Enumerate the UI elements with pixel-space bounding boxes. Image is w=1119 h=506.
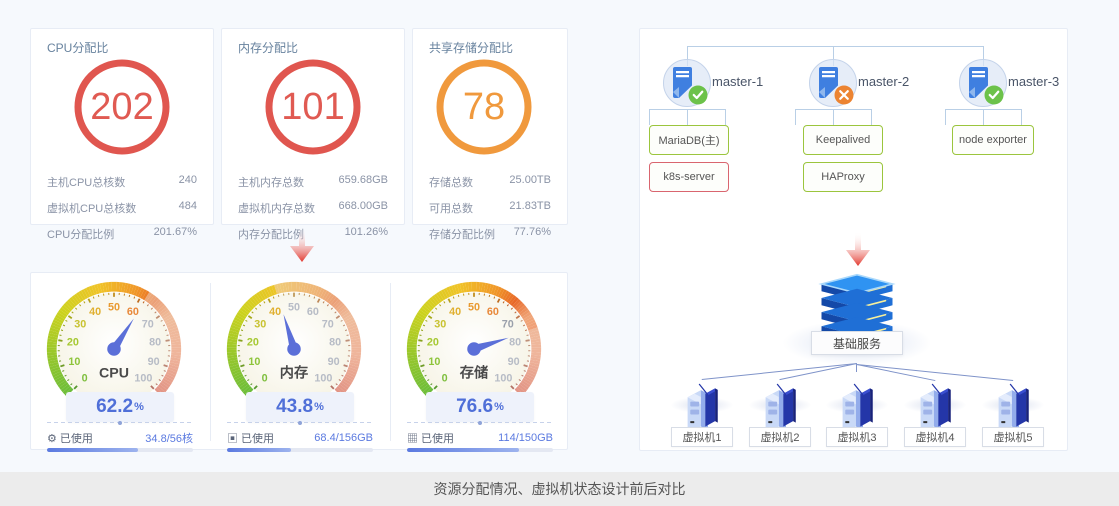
svg-text:40: 40 [449,306,461,318]
svg-text:90: 90 [148,356,160,368]
svg-text:30: 30 [254,318,266,330]
svg-text:50: 50 [468,301,480,313]
svg-text:70: 70 [322,318,334,330]
svg-text:存储: 存储 [460,365,488,382]
svg-text:20: 20 [247,336,259,348]
svg-text:30: 30 [74,318,86,330]
svg-text:70: 70 [142,318,154,330]
svg-text:40: 40 [89,306,101,318]
svg-text:100: 100 [314,372,332,384]
svg-text:30: 30 [434,318,446,330]
svg-text:10: 10 [428,356,440,368]
svg-text:80: 80 [509,336,521,348]
svg-text:40: 40 [269,306,281,318]
svg-text:50: 50 [288,301,300,313]
svg-text:内存: 内存 [280,365,308,382]
svg-text:60: 60 [127,306,139,318]
svg-text:20: 20 [67,336,79,348]
svg-text:0: 0 [442,372,448,384]
svg-text:70: 70 [502,318,514,330]
svg-text:80: 80 [149,336,161,348]
svg-text:20: 20 [427,336,439,348]
svg-text:0: 0 [262,372,268,384]
svg-text:50: 50 [108,301,120,313]
svg-text:100: 100 [494,372,512,384]
svg-text:10: 10 [68,356,80,368]
svg-text:0: 0 [82,372,88,384]
svg-text:60: 60 [487,306,499,318]
svg-text:10: 10 [248,356,260,368]
svg-text:60: 60 [307,306,319,318]
svg-text:100: 100 [134,372,152,384]
svg-text:80: 80 [329,336,341,348]
svg-text:90: 90 [508,356,520,368]
svg-text:90: 90 [328,356,340,368]
svg-text:CPU: CPU [99,366,129,382]
